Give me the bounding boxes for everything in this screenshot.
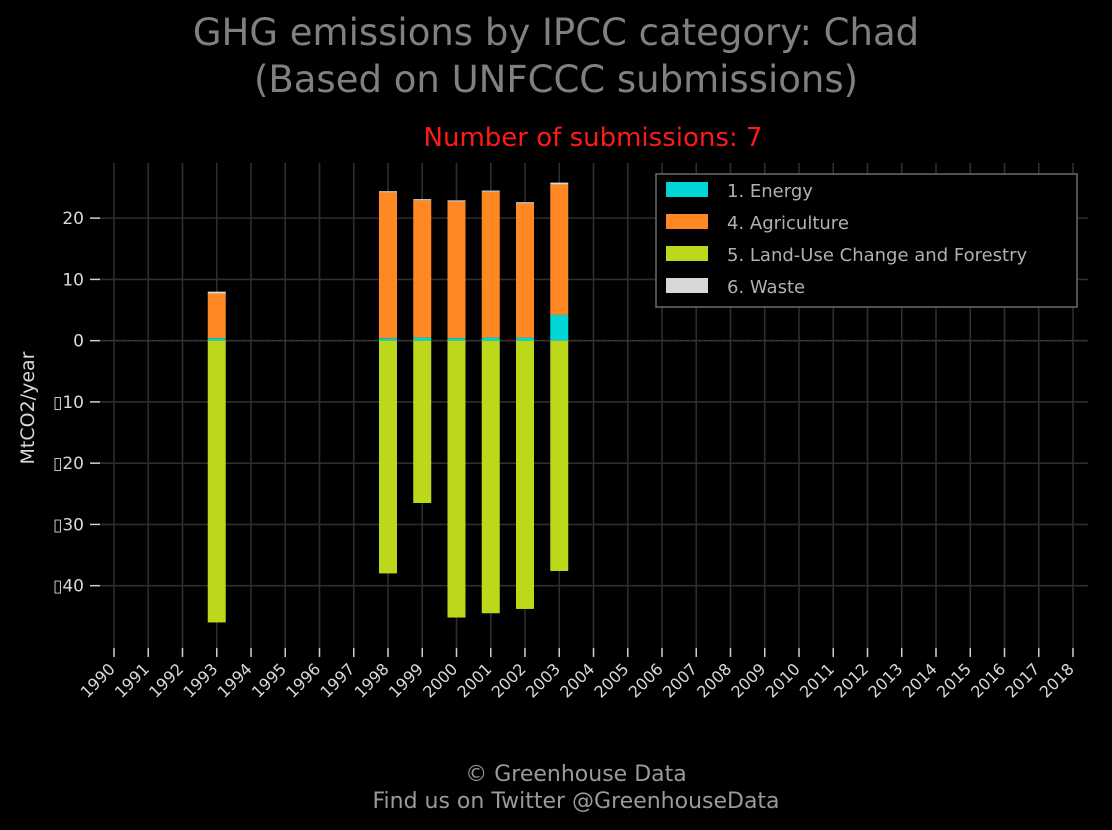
x-tick-label: 1995 (248, 659, 290, 701)
bar-segment (516, 340, 534, 609)
bar-segment (207, 293, 226, 339)
bar-segment (516, 202, 534, 204)
chart-title-line1: GHG emissions by IPCC category: Chad (192, 11, 920, 54)
x-tick-label: 2012 (830, 659, 872, 701)
y-tick-label: ▯10 (53, 393, 84, 413)
x-tick-label: 2010 (762, 659, 804, 701)
chart-title-line2: (Based on UNFCCC submissions) (253, 58, 859, 101)
y-tick-label: ▯20 (53, 454, 84, 474)
x-tick-label: 2006 (625, 659, 667, 701)
y-tick-label: ▯30 (53, 515, 84, 535)
legend-box (655, 173, 1078, 308)
bar-segment (207, 340, 226, 623)
bar-segment (481, 191, 500, 338)
bar-segment (481, 337, 500, 341)
footer-copyright: © Greenhouse Data (465, 762, 687, 787)
footer-twitter: Find us on Twitter @GreenhouseData (372, 789, 780, 814)
bar-segment (413, 200, 432, 338)
bar-segment (447, 200, 466, 202)
submissions-count: Number of submissions: 7 (423, 123, 763, 153)
bar-segment (550, 340, 569, 571)
bar-segment (550, 182, 569, 185)
legend-entry: 6. Waste (727, 277, 805, 298)
x-tick-label: 2017 (1001, 659, 1043, 701)
x-tick-label: 2007 (659, 659, 701, 701)
bar-segment (550, 184, 569, 315)
x-tick-label: 2016 (967, 659, 1009, 701)
legend-entry: 4. Agriculture (727, 213, 849, 234)
bar-segment (379, 338, 397, 341)
y-tick-label: 10 (62, 270, 84, 290)
x-tick-label: 1996 (282, 659, 324, 701)
x-tick-label: 2003 (522, 659, 564, 701)
x-axis: 1990199119921993199419951996199719981999… (77, 648, 1078, 702)
bar-segment (413, 199, 432, 201)
x-tick-label: 2004 (556, 659, 598, 701)
bar-segment (447, 340, 466, 618)
bar-segment (516, 203, 534, 338)
bar-segment (413, 337, 432, 341)
x-tick-label: 2002 (488, 659, 530, 701)
legend-swatch (666, 214, 708, 229)
legend-swatch (666, 246, 708, 261)
legend-entry: 5. Land-Use Change and Forestry (727, 245, 1027, 266)
x-tick-label: 1997 (316, 659, 358, 701)
x-tick-label: 2011 (796, 659, 838, 701)
bar-segment (379, 340, 397, 574)
bars (207, 182, 569, 623)
x-tick-label: 2000 (419, 659, 461, 701)
y-tick-label: 0 (73, 332, 84, 352)
bar-segment (481, 340, 500, 614)
x-tick-label: 1994 (214, 659, 256, 701)
legend-swatch (666, 278, 708, 293)
bar-segment (516, 337, 534, 341)
x-tick-label: 1999 (385, 659, 427, 701)
bar-segment (379, 191, 397, 193)
bar-segment (413, 340, 432, 503)
x-tick-label: 2009 (727, 659, 769, 701)
bar-segment (447, 338, 466, 341)
x-tick-label: 1991 (111, 659, 153, 701)
x-tick-label: 2018 (1036, 659, 1078, 701)
x-tick-label: 2008 (693, 659, 735, 701)
x-tick-label: 2015 (933, 659, 975, 701)
x-tick-label: 1992 (145, 659, 187, 701)
y-tick-label: 20 (62, 209, 84, 229)
x-tick-label: 2005 (590, 659, 632, 701)
y-tick-label: ▯40 (53, 577, 84, 597)
x-tick-label: 1998 (351, 659, 393, 701)
y-axis: 20 10 0 ▯10 ▯20 ▯30 ▯40 (53, 209, 100, 597)
bar-segment (379, 192, 397, 339)
x-tick-label: 2001 (453, 659, 495, 701)
bar-segment (207, 291, 226, 294)
bar-segment (550, 314, 569, 341)
bar-segment (481, 190, 500, 192)
x-tick-label: 2013 (864, 659, 906, 701)
x-tick-label: 2014 (899, 659, 941, 701)
legend: 1. Energy 4. Agriculture 5. Land-Use Chang… (655, 173, 1078, 308)
bar-segment (447, 201, 466, 339)
x-tick-label: 1990 (77, 659, 119, 701)
legend-swatch (666, 182, 708, 197)
bar-segment (207, 338, 226, 341)
legend-entry: 1. Energy (727, 181, 813, 202)
y-axis-label: MtCO2/year (17, 351, 39, 464)
x-tick-label: 1993 (179, 659, 221, 701)
